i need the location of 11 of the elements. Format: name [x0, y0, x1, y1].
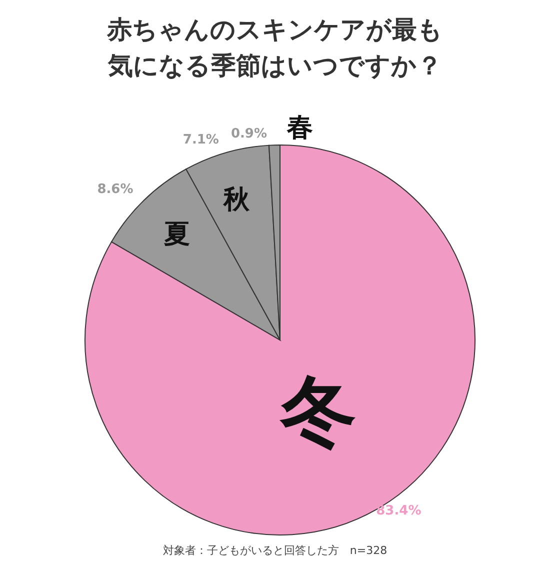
chart-title: 赤ちゃんのスキンケアが最も気になる季節はいつですか？	[106, 15, 443, 80]
slice-label: 春	[286, 113, 313, 143]
slice-label: 冬	[278, 366, 357, 456]
slice-label: 夏	[162, 219, 190, 250]
data-label: 7.1%	[182, 132, 219, 148]
text: 対象者：子どもがいると回答した方 n=328	[162, 544, 388, 557]
pie-slice	[84, 144, 476, 536]
data-label: 8.6%	[97, 182, 134, 198]
slice-label: 秋	[222, 185, 250, 216]
data-label: 83.4%	[376, 504, 422, 519]
data-label: 0.9%	[230, 126, 267, 142]
